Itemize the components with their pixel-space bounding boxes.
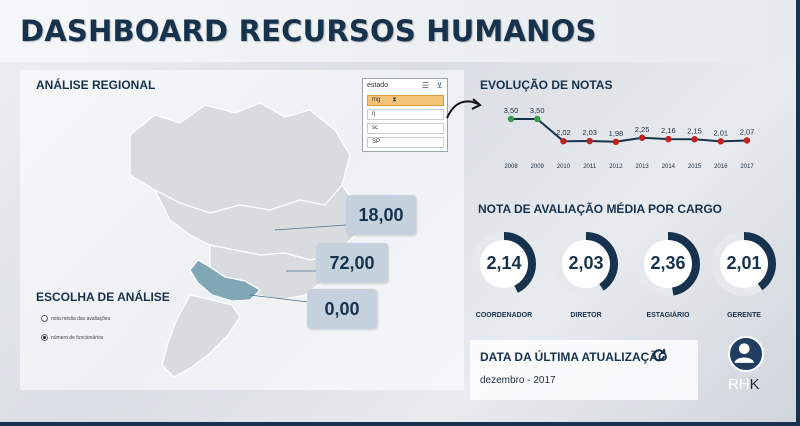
radio-avg-score[interactable]: nota média das avaliações [41, 315, 110, 322]
gauge-coordenador [472, 232, 536, 296]
radio-button-selected[interactable] [41, 334, 48, 341]
evolution-data-label: 2,02 [556, 128, 571, 137]
gauge-label: COORDENADOR [475, 312, 533, 319]
value-box-2: 72,00 [316, 243, 388, 283]
evolution-x-tick: 2017 [740, 164, 754, 170]
evolution-data-label: 2,15 [687, 126, 702, 135]
evolution-data-label: 2,03 [582, 128, 597, 137]
evolution-data-label: 2,16 [661, 126, 676, 135]
evolution-x-tick: 2013 [635, 164, 649, 170]
evolution-x-tick: 2011 [583, 164, 597, 170]
by-role-title: NOTA DE AVALIAÇÃO MÉDIA POR CARGO [478, 202, 722, 216]
gauge-label: DIRETOR [570, 312, 602, 319]
update-title: DATA DA ÚLTIMA ATUALIZAÇÃO [480, 350, 668, 364]
evolution-x-tick: 2010 [557, 164, 571, 170]
refresh-icon[interactable] [652, 348, 666, 362]
evolution-point-2008[interactable] [507, 115, 515, 123]
gauge-label: GERENTE [727, 312, 761, 319]
hourglass-icon: ⧗ [392, 97, 397, 103]
value-box-1: 18,00 [346, 195, 416, 235]
gauge-arc [472, 232, 536, 296]
analysis-choice-title: ESCOLHA DE ANÁLISE [36, 290, 170, 304]
evolution-point-2017[interactable] [743, 137, 751, 144]
gauge-diretor [554, 232, 618, 296]
evolution-series-line [511, 118, 748, 143]
title-bar: DASHBOARD RECURSOS HUMANOS [0, 0, 796, 62]
evolution-x-tick: 2015 [688, 164, 702, 170]
gauge-estagiário [636, 232, 700, 296]
evolution-data-label: 1,98 [609, 129, 624, 138]
gauge-arc [554, 232, 618, 296]
gauge-gerente [712, 232, 776, 296]
evolution-title: EVOLUÇÃO DE NOTAS [480, 78, 613, 92]
evolution-x-tick: 2008 [504, 164, 518, 170]
gauge-label: ESTAGIÁRIO [646, 312, 690, 319]
map-south[interactable] [161, 294, 241, 378]
evolution-x-tick: 2016 [714, 164, 728, 170]
gauge-value: 2,36 [650, 253, 686, 273]
evolution-point-2013[interactable] [638, 134, 646, 141]
evolution-data-label: 3,50 [504, 106, 519, 115]
logo-text: RHK [728, 376, 760, 393]
evolution-point-2012[interactable] [612, 138, 620, 145]
clear-filter-icon[interactable]: ⊻ [436, 81, 443, 90]
evolution-point-2011[interactable] [586, 137, 593, 145]
value-box-3: 0,00 [307, 289, 377, 329]
evolution-data-label: 2,25 [635, 125, 650, 134]
evolution-point-2009[interactable] [534, 115, 541, 123]
radio-employee-count[interactable]: número de funcionários [41, 334, 103, 341]
map-sao-paulo[interactable] [189, 259, 261, 302]
gauge-arc [636, 232, 700, 296]
page-title: DASHBOARD RECURSOS HUMANOS [20, 14, 597, 48]
evolution-line-chart: 3,50 2008 3,50 2009 2,02 2010 2,03 2011 1,98 2012… [504, 106, 755, 170]
user-icon [728, 336, 764, 372]
gauge-value: 2,01 [726, 253, 762, 273]
evolution-data-label: 3,50 [530, 106, 545, 115]
slicer-item-rj[interactable]: rj [367, 109, 444, 120]
slicer-title: estado [367, 82, 389, 89]
evolution-data-label: 2,01 [713, 128, 728, 137]
slicer-item-sp[interactable]: SP [367, 137, 444, 148]
update-date: dezembro - 2017 [480, 375, 556, 386]
slicer-item-mg[interactable]: mg ⧗ [367, 95, 444, 106]
multi-select-icon[interactable]: ☰ [421, 81, 430, 90]
gauge-value: 2,03 [568, 253, 604, 273]
evolution-point-2010[interactable] [560, 138, 567, 145]
rhk-logo: RHK [726, 336, 766, 400]
evolution-x-tick: 2014 [662, 164, 676, 170]
arrow-icon [446, 98, 482, 119]
evolution-x-tick: 2009 [531, 164, 545, 170]
radio-button[interactable] [41, 315, 48, 322]
evolution-x-tick: 2012 [609, 164, 623, 170]
slicer-item-sc[interactable]: sc [367, 123, 444, 134]
regional-title: ANÁLISE REGIONAL [36, 78, 156, 92]
brazil-map [129, 102, 361, 378]
evolution-point-2015[interactable] [691, 136, 698, 143]
state-slicer: estado ☰ ⊻ mg ⧗ rj sc SP [362, 78, 448, 152]
evolution-point-2014[interactable] [665, 135, 672, 143]
gauge-arc [712, 232, 776, 296]
evolution-point-2016[interactable] [717, 138, 724, 145]
evolution-data-label: 2,07 [740, 127, 755, 136]
gauge-value: 2,14 [486, 253, 522, 273]
